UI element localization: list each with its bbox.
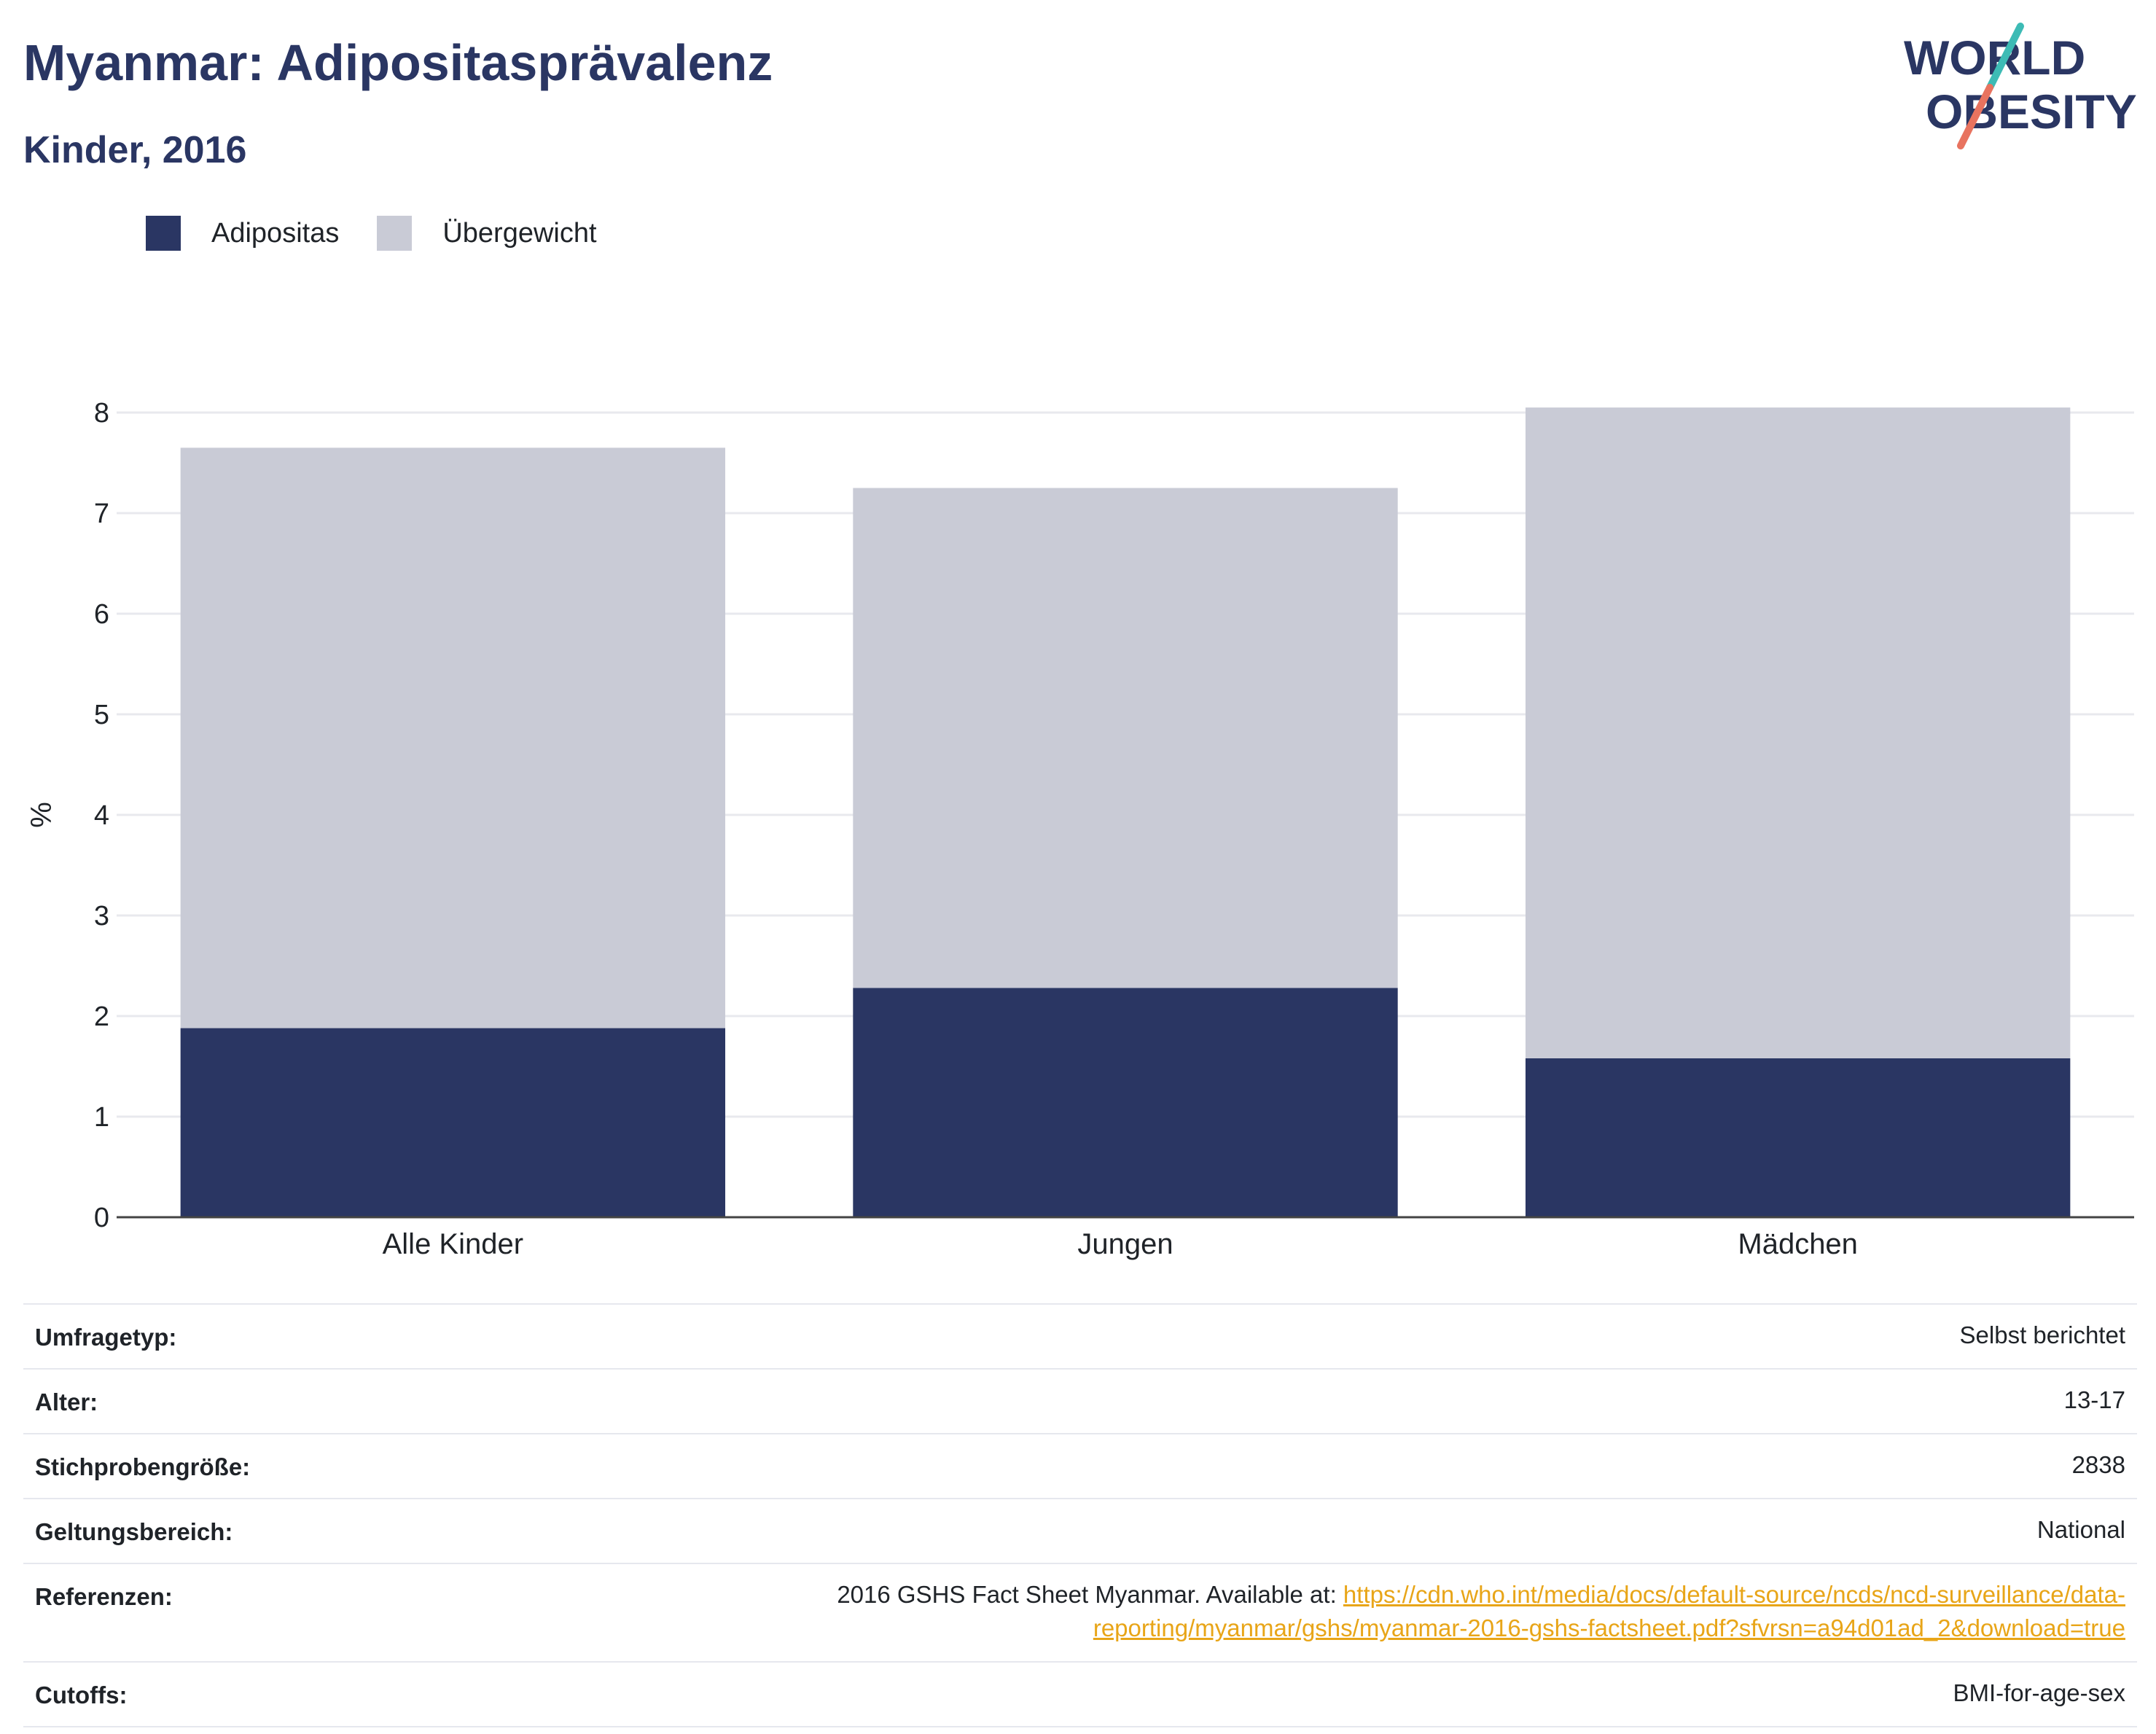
x-tick-label: Mädchen [1738,1228,1858,1260]
x-tick-label: Jungen [1077,1228,1173,1260]
y-tick-label: 8 [94,398,109,429]
meta-label: Alter: [35,1389,98,1415]
bar-adipositas [180,1028,726,1217]
y-tick-label: 4 [94,800,109,831]
page-subtitle: Kinder, 2016 [23,129,247,171]
meta-row-age: Alter: 13-17 [23,1368,2137,1433]
meta-label: Cutoffs: [35,1682,128,1708]
reference-text: 2016 GSHS Fact Sheet Myanmar. Available … [837,1581,1343,1608]
meta-row-references: Referenzen: 2016 GSHS Fact Sheet Myanmar… [23,1563,2137,1661]
y-tick-label: 7 [94,499,109,529]
y-tick-label: 0 [94,1203,109,1233]
legend-label-uebergewicht: Übergewicht [442,217,597,249]
y-tick-label: 6 [94,599,109,630]
world-obesity-logo: WORLD OBESITY [1904,23,2137,149]
x-tick-label: Alle Kinder [383,1228,523,1260]
y-tick-label: 1 [94,1102,109,1133]
chart-legend: Adipositas Übergewicht [146,216,635,251]
survey-metadata-table: Umfragetyp: Selbst berichtet Alter: 13-1… [23,1303,2137,1727]
y-tick-label: 3 [94,901,109,932]
meta-value: Selbst berichtet [1959,1321,2125,1348]
meta-value: BMI-for-age-sex [1953,1679,2125,1706]
legend-swatch-adipositas [146,216,181,251]
legend-swatch-uebergewicht [377,216,413,251]
legend-item-uebergewicht[interactable]: Übergewicht [377,216,597,251]
y-tick-label: 5 [94,700,109,730]
logo-slash-coral [1957,84,1993,149]
meta-value: National [2036,1516,2125,1543]
y-axis-label: % [26,802,58,828]
meta-value: 13-17 [2063,1386,2125,1413]
bar-uebergewicht [1525,407,2071,1058]
meta-row-cutoffs: Cutoffs: BMI-for-age-sex [23,1661,2137,1727]
reference-link-part1[interactable]: https://cdn.who.int/media/docs/default-s… [1343,1581,2125,1608]
meta-row-sample-size: Stichprobengröße: 2838 [23,1433,2137,1498]
meta-row-scope: Geltungsbereich: National [23,1498,2137,1563]
meta-value: 2838 [2071,1451,2125,1478]
meta-label: Referenzen: [35,1583,173,1610]
stacked-bar-chart: 0 1 2 3 4 5 6 7 8% Alle Kinder Jungen Mädchen [26,398,2134,1260]
bar-uebergewicht [853,488,1398,988]
y-tick-label: 2 [94,1001,109,1032]
meta-label: Umfragetyp: [35,1324,177,1351]
meta-value-references: 2016 GSHS Fact Sheet Myanmar. Available … [837,1578,2125,1645]
legend-label-adipositas: Adipositas [211,217,340,249]
legend-item-adipositas[interactable]: Adipositas [146,216,339,251]
logo-slash-teal [1986,23,2024,91]
bar-adipositas [1525,1058,2071,1217]
bar-adipositas [853,988,1398,1217]
meta-label: Geltungsbereich: [35,1518,233,1545]
bar-uebergewicht [180,448,726,1028]
reference-link-part2[interactable]: reporting/myanmar/gshs/myanmar-2016-gshs… [1093,1614,2125,1641]
logo-word-obesity: OBESITY [1926,85,2137,138]
meta-label: Stichprobengröße: [35,1453,251,1480]
meta-row-survey-type: Umfragetyp: Selbst berichtet [23,1303,2137,1368]
page-title: Myanmar: Adipositasprävalenz [23,34,773,91]
